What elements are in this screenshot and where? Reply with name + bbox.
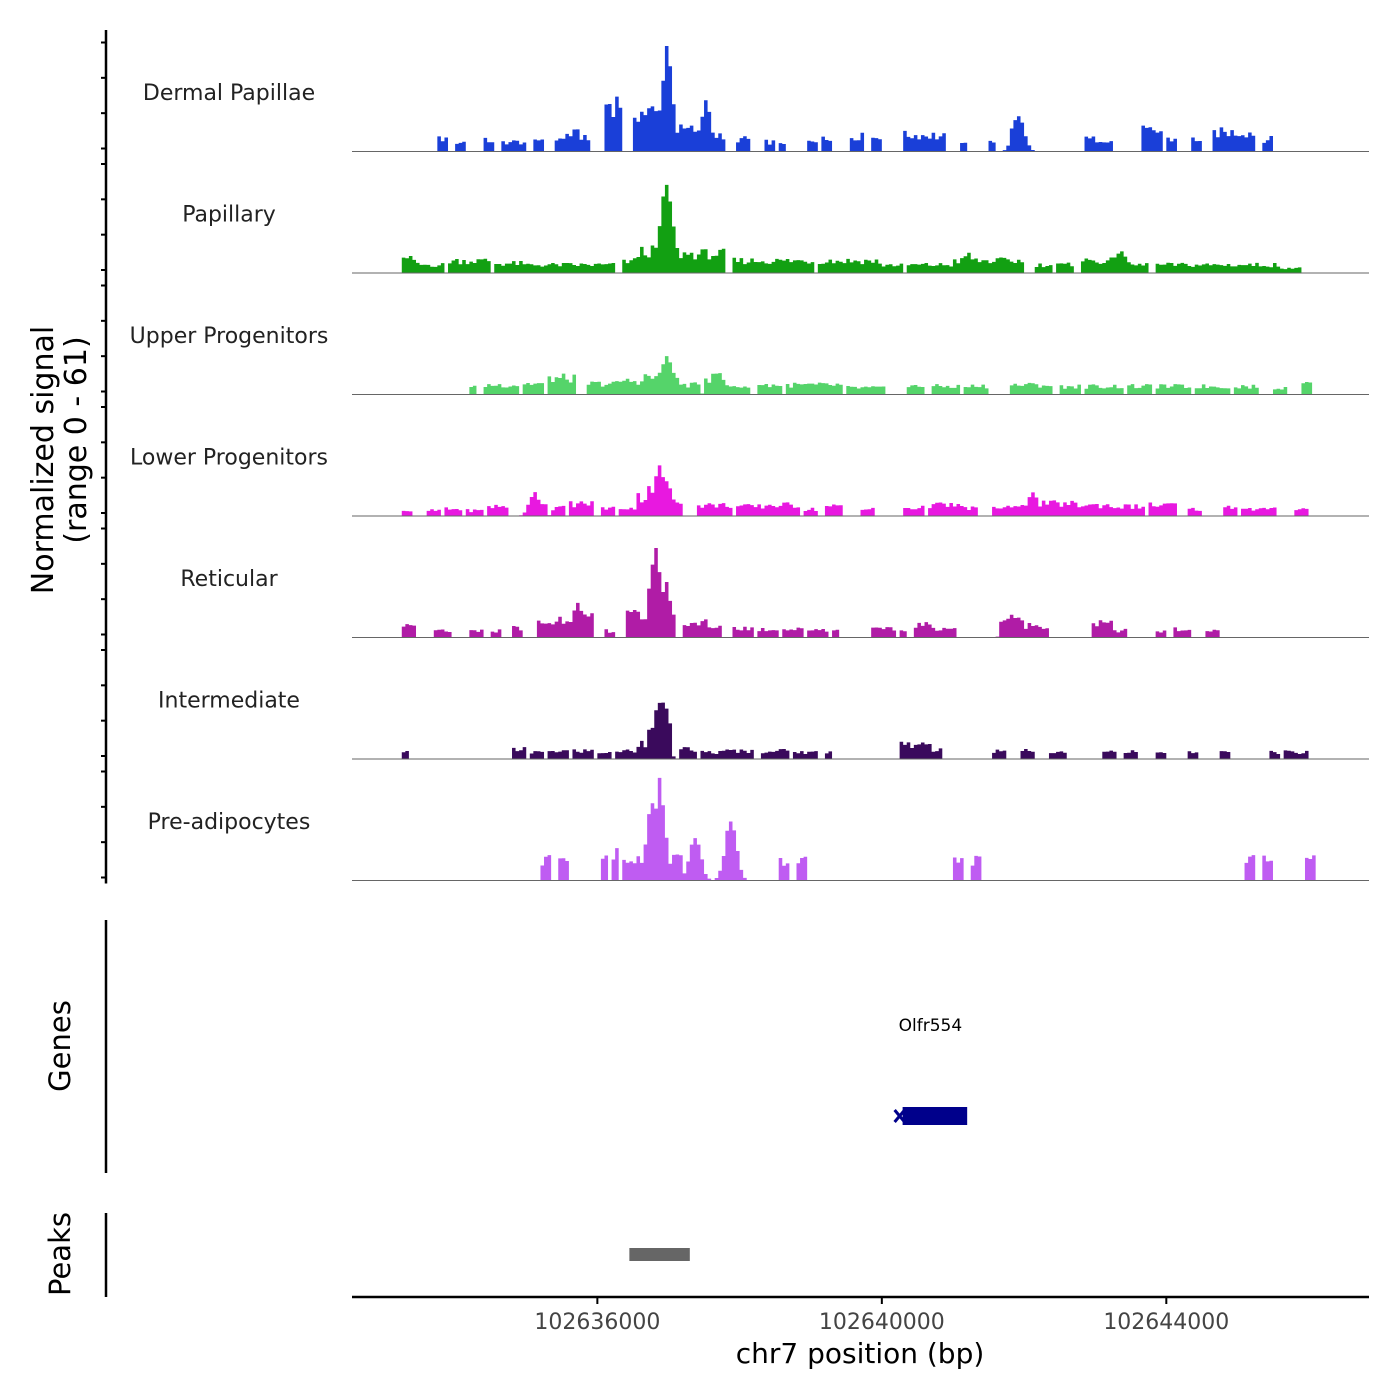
track-dermal-papillae: Dermal Papillae bbox=[143, 45, 1369, 152]
y-axis-title: Normalized signal bbox=[26, 326, 61, 594]
coverage-tracks: Dermal Papillae Papillary Upper Progenitor… bbox=[130, 45, 1369, 881]
coverage-area bbox=[352, 45, 1369, 152]
peak-track bbox=[629, 1248, 690, 1261]
axes: 102636000 102640000 102644000 bbox=[101, 30, 1369, 1335]
strand-arrow bbox=[893, 1109, 906, 1123]
x-tick-label: 102644000 bbox=[1103, 1310, 1229, 1335]
track-label: Papillary bbox=[182, 203, 276, 228]
track-upper-progenitors: Upper Progenitors bbox=[130, 324, 1369, 395]
x-axis-title: chr7 position (bp) bbox=[736, 1337, 985, 1370]
coverage-area bbox=[352, 702, 1369, 759]
genes-track-label: Genes bbox=[43, 1000, 77, 1092]
y-axis-range-label: (range 0 - 61) bbox=[59, 336, 94, 543]
coverage-area bbox=[352, 356, 1369, 395]
track-reticular: Reticular bbox=[180, 547, 1369, 638]
track-label: Reticular bbox=[180, 567, 278, 592]
track-lower-progenitors: Lower Progenitors bbox=[130, 446, 1369, 517]
peak-region bbox=[629, 1248, 690, 1261]
coverage-area bbox=[352, 777, 1369, 881]
track-label: Pre-adipocytes bbox=[148, 810, 311, 835]
coverage-area bbox=[352, 547, 1369, 638]
x-tick-label: 102640000 bbox=[819, 1310, 945, 1335]
track-label: Lower Progenitors bbox=[130, 446, 328, 471]
gene-annotation-track: Olfr554 bbox=[893, 1016, 968, 1125]
track-label: Dermal Papillae bbox=[143, 81, 315, 106]
gene-body bbox=[902, 1107, 968, 1125]
gene-name-label: Olfr554 bbox=[899, 1016, 963, 1036]
track-intermediate: Intermediate bbox=[158, 689, 1369, 760]
track-papillary: Papillary bbox=[182, 184, 1369, 274]
gene-olfr554: Olfr554 bbox=[893, 1016, 968, 1125]
x-tick-label: 102636000 bbox=[534, 1310, 660, 1335]
coverage-area bbox=[352, 184, 1369, 273]
peaks-track-label: Peaks bbox=[43, 1212, 77, 1296]
track-label: Upper Progenitors bbox=[130, 324, 329, 349]
track-label: Intermediate bbox=[158, 689, 300, 714]
track-pre-adipocytes: Pre-adipocytes bbox=[148, 777, 1369, 881]
coverage-area bbox=[352, 465, 1369, 516]
